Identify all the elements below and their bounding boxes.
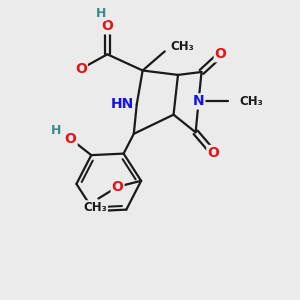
Text: O: O [75,62,87,76]
Text: CH₃: CH₃ [171,40,194,53]
Text: O: O [215,47,226,61]
Text: HN: HN [111,98,134,111]
Text: H: H [51,124,61,137]
Text: N: N [193,94,204,108]
Text: CH₃: CH₃ [239,95,263,108]
Text: CH₃: CH₃ [84,201,107,214]
Text: O: O [101,19,113,33]
Text: O: O [65,132,76,146]
Text: H: H [96,8,106,20]
Text: O: O [112,180,124,194]
Text: O: O [207,146,219,160]
